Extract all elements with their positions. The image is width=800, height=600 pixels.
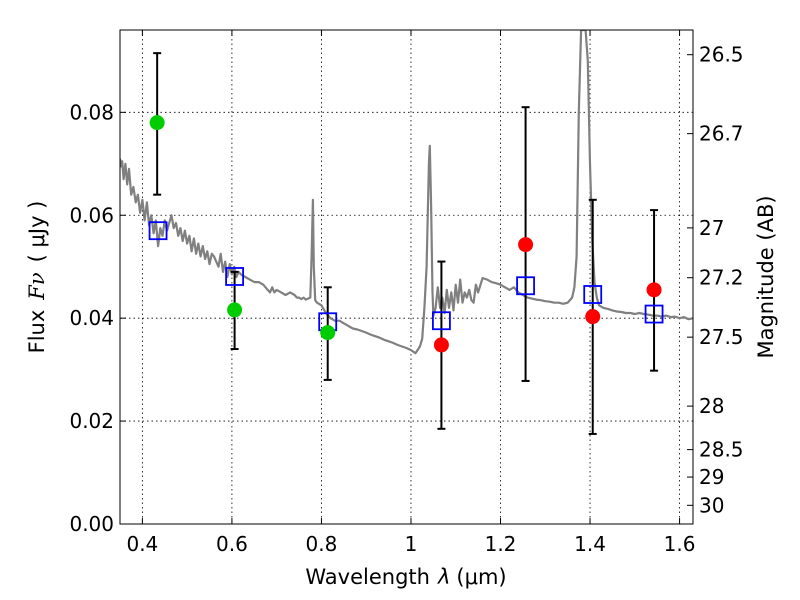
y2-tick-label: 27 (699, 216, 724, 240)
model-square-marker (583, 285, 603, 304)
observed-point-marker (585, 309, 601, 325)
plot-area (120, 30, 693, 355)
observed-point-marker (149, 115, 165, 131)
x-axis-title: Wavelength λ (μm) (305, 565, 506, 589)
markers (148, 115, 664, 353)
y2-tick-label: 27.5 (699, 325, 744, 349)
y-tick-label: 0.08 (69, 100, 114, 124)
y2-tick-label: 28 (699, 394, 724, 418)
y-tick-label: 0.06 (69, 203, 114, 227)
observed-point-marker (518, 237, 534, 253)
y2-tick-label: 30 (699, 493, 724, 517)
y2-tick-label: 28.5 (699, 438, 744, 462)
model-square-marker (432, 311, 451, 331)
x-tick-label: 1 (405, 532, 418, 556)
model-square-marker (516, 276, 535, 296)
y2-tick-label: 26.7 (699, 122, 744, 146)
x-tick-label: 0.4 (126, 532, 158, 556)
y2-tick-label: 29 (699, 465, 724, 489)
observed-point-marker (320, 325, 336, 341)
x-tick-label: 1.4 (574, 532, 606, 556)
model-square-marker (225, 267, 245, 286)
y-tick-label: 0.04 (69, 306, 114, 330)
ticks: 0.4 0.6 0.8 1 1.2 1.4 1.6 0.00 0.02 0.04 0.06 0.08 2… (69, 30, 744, 556)
y2-tick-label: 26.5 (699, 43, 744, 67)
observed-point-marker (433, 337, 449, 353)
y-tick-label: 0.02 (69, 409, 114, 433)
model-square-marker (148, 221, 168, 241)
x-tick-label: 0.6 (216, 532, 248, 556)
y2-axis-title: Magnitude (AB) (754, 195, 778, 358)
plot-frame (119, 29, 694, 525)
model-square-marker (644, 304, 664, 324)
x-tick-label: 1.6 (664, 532, 696, 556)
observed-point-marker (227, 302, 243, 318)
y2-tick-label: 27.2 (699, 266, 744, 290)
y-tick-label: 0.00 (69, 512, 114, 536)
spectrum-line (120, 30, 693, 355)
x-tick-label: 0.8 (306, 532, 338, 556)
x-tick-label: 1.2 (485, 532, 517, 556)
y-axis-title: FluxFν( μJy ) (25, 201, 49, 354)
observed-point-marker (646, 282, 662, 298)
